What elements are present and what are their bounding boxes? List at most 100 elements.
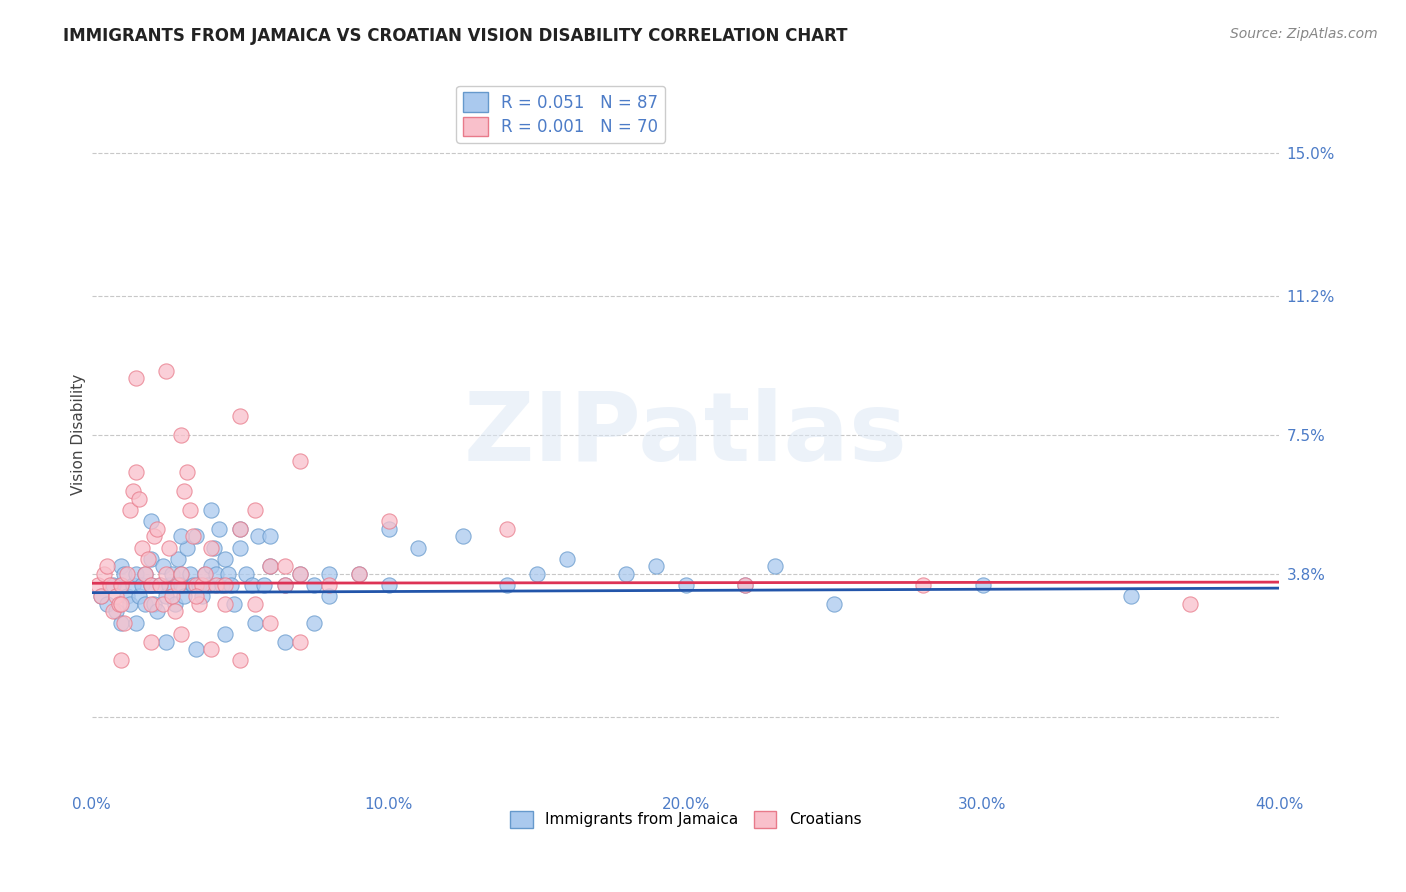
Point <box>823 597 845 611</box>
Point <box>146 522 169 536</box>
Point <box>96 597 118 611</box>
Point <box>347 566 370 581</box>
Point <box>205 578 228 592</box>
Point <box>259 529 281 543</box>
Point <box>235 566 257 581</box>
Point <box>247 529 270 543</box>
Y-axis label: Vision Disability: Vision Disability <box>72 374 86 495</box>
Point <box>96 559 118 574</box>
Point <box>114 566 136 581</box>
Point <box>125 465 148 479</box>
Point <box>200 642 222 657</box>
Point <box>131 541 153 555</box>
Point <box>211 578 233 592</box>
Point <box>304 615 326 630</box>
Point <box>176 541 198 555</box>
Point <box>259 559 281 574</box>
Point <box>184 529 207 543</box>
Point <box>173 484 195 499</box>
Point <box>160 566 183 581</box>
Point <box>205 566 228 581</box>
Point <box>184 590 207 604</box>
Point <box>347 566 370 581</box>
Point <box>134 597 156 611</box>
Point <box>318 578 340 592</box>
Point <box>120 597 142 611</box>
Point <box>194 566 217 581</box>
Point <box>146 604 169 618</box>
Point <box>318 590 340 604</box>
Point <box>208 522 231 536</box>
Point <box>120 503 142 517</box>
Point <box>101 578 124 592</box>
Point <box>555 551 578 566</box>
Point <box>93 566 115 581</box>
Point <box>377 514 399 528</box>
Point <box>243 503 266 517</box>
Point <box>157 578 180 592</box>
Point <box>149 578 172 592</box>
Point <box>110 578 132 592</box>
Point <box>110 559 132 574</box>
Point <box>200 541 222 555</box>
Point <box>763 559 786 574</box>
Point <box>197 578 219 592</box>
Point <box>214 551 236 566</box>
Text: ZIPatlas: ZIPatlas <box>464 388 907 481</box>
Point <box>179 566 201 581</box>
Point <box>131 578 153 592</box>
Point <box>104 604 127 618</box>
Point <box>243 597 266 611</box>
Point <box>179 503 201 517</box>
Point <box>125 371 148 385</box>
Legend: Immigrants from Jamaica, Croatians: Immigrants from Jamaica, Croatians <box>503 805 868 834</box>
Point <box>184 642 207 657</box>
Point <box>141 634 163 648</box>
Point <box>167 578 190 592</box>
Point <box>645 559 668 574</box>
Point <box>90 590 112 604</box>
Point <box>117 590 139 604</box>
Point <box>98 578 121 592</box>
Point <box>229 522 252 536</box>
Point <box>110 653 132 667</box>
Point <box>157 541 180 555</box>
Point <box>187 578 209 592</box>
Point <box>152 559 174 574</box>
Point <box>377 578 399 592</box>
Point <box>104 590 127 604</box>
Point <box>170 627 193 641</box>
Point <box>155 590 177 604</box>
Point <box>274 634 297 648</box>
Text: IMMIGRANTS FROM JAMAICA VS CROATIAN VISION DISABILITY CORRELATION CHART: IMMIGRANTS FROM JAMAICA VS CROATIAN VISI… <box>63 27 848 45</box>
Point <box>170 566 193 581</box>
Point <box>408 541 430 555</box>
Point <box>141 514 163 528</box>
Point <box>155 364 177 378</box>
Point <box>190 590 212 604</box>
Point <box>122 578 145 592</box>
Point <box>163 604 186 618</box>
Point <box>229 522 252 536</box>
Point <box>128 491 150 506</box>
Point <box>288 566 311 581</box>
Point <box>163 597 186 611</box>
Point <box>101 604 124 618</box>
Point <box>170 427 193 442</box>
Point <box>149 578 172 592</box>
Point <box>194 566 217 581</box>
Point <box>288 634 311 648</box>
Point <box>143 597 166 611</box>
Point <box>200 503 222 517</box>
Point <box>134 566 156 581</box>
Point <box>224 597 246 611</box>
Point <box>288 566 311 581</box>
Point <box>259 559 281 574</box>
Point <box>184 578 207 592</box>
Point <box>243 615 266 630</box>
Point <box>229 409 252 423</box>
Point <box>318 566 340 581</box>
Point <box>190 578 212 592</box>
Point <box>141 551 163 566</box>
Point <box>1180 597 1202 611</box>
